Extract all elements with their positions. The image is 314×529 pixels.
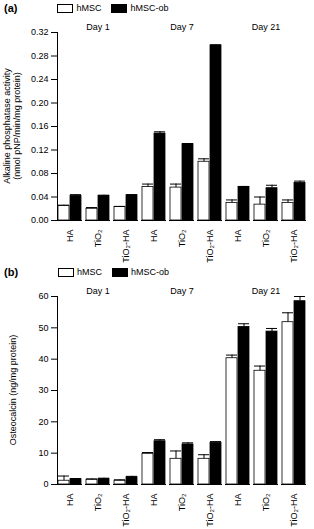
svg-text:50: 50 <box>38 323 48 333</box>
svg-text:60: 60 <box>38 291 48 301</box>
svg-text:0.28: 0.28 <box>31 51 49 61</box>
html-text:(b): (b) <box>4 266 18 278</box>
html-text:hMSC-ob: hMSC-ob <box>130 2 169 13</box>
svg-text:HA: HA <box>65 230 75 243</box>
svg-text:HA: HA <box>233 494 243 507</box>
svg-text:HA: HA <box>149 230 159 243</box>
svg-text:TiO₂-HA: TiO₂-HA <box>289 494 299 527</box>
svg-text:0.24: 0.24 <box>31 74 49 84</box>
svg-text:Day 7: Day 7 <box>170 22 194 32</box>
svg-text:TiO₂: TiO₂ <box>177 493 187 511</box>
svg-text:10: 10 <box>38 448 48 458</box>
svg-text:0.32: 0.32 <box>31 27 49 37</box>
svg-text:Day 7: Day 7 <box>170 286 194 296</box>
svg-text:Day 1: Day 1 <box>86 286 110 296</box>
svg-text:0: 0 <box>43 479 48 489</box>
svg-text:TiO₂: TiO₂ <box>261 229 271 247</box>
svg-text:TiO₂: TiO₂ <box>261 493 271 511</box>
svg-text:20: 20 <box>38 417 48 427</box>
svg-text:0.20: 0.20 <box>31 98 49 108</box>
svg-text:0.08: 0.08 <box>31 168 49 178</box>
svg-text:TiO₂-HA: TiO₂-HA <box>289 230 299 263</box>
svg-text:TiO₂-HA: TiO₂-HA <box>121 494 131 527</box>
svg-text:Day 21: Day 21 <box>252 286 281 296</box>
svg-text:0.16: 0.16 <box>31 121 49 131</box>
html-text:hMSC: hMSC <box>77 266 103 277</box>
html-text:(a): (a) <box>4 2 18 14</box>
svg-text:TiO₂-HA: TiO₂-HA <box>205 494 215 527</box>
html-text:hMSC: hMSC <box>76 2 102 13</box>
svg-text:0.04: 0.04 <box>31 192 49 202</box>
svg-text:TiO₂: TiO₂ <box>177 229 187 247</box>
svg-text:40: 40 <box>38 354 48 364</box>
svg-text:TiO₂: TiO₂ <box>93 493 103 511</box>
svg-text:Osteocalcin (ng/mg protein): Osteocalcin (ng/mg protein) <box>8 335 18 446</box>
html-text:hMSC-ob: hMSC-ob <box>131 266 170 277</box>
svg-text:TiO₂-HA: TiO₂-HA <box>205 230 215 263</box>
svg-text:HA: HA <box>65 494 75 507</box>
svg-text:Alkaline phosphatase activity(: Alkaline phosphatase activity(nmol pNP/m… <box>2 68 22 184</box>
svg-text:Day 21: Day 21 <box>252 22 281 32</box>
svg-text:30: 30 <box>38 385 48 395</box>
svg-text:0.12: 0.12 <box>31 145 49 155</box>
svg-text:0.00: 0.00 <box>31 215 49 225</box>
svg-text:Day 1: Day 1 <box>86 22 110 32</box>
svg-text:HA: HA <box>149 494 159 507</box>
svg-text:HA: HA <box>233 230 243 243</box>
svg-text:TiO₂-HA: TiO₂-HA <box>121 230 131 263</box>
svg-text:TiO₂: TiO₂ <box>93 229 103 247</box>
